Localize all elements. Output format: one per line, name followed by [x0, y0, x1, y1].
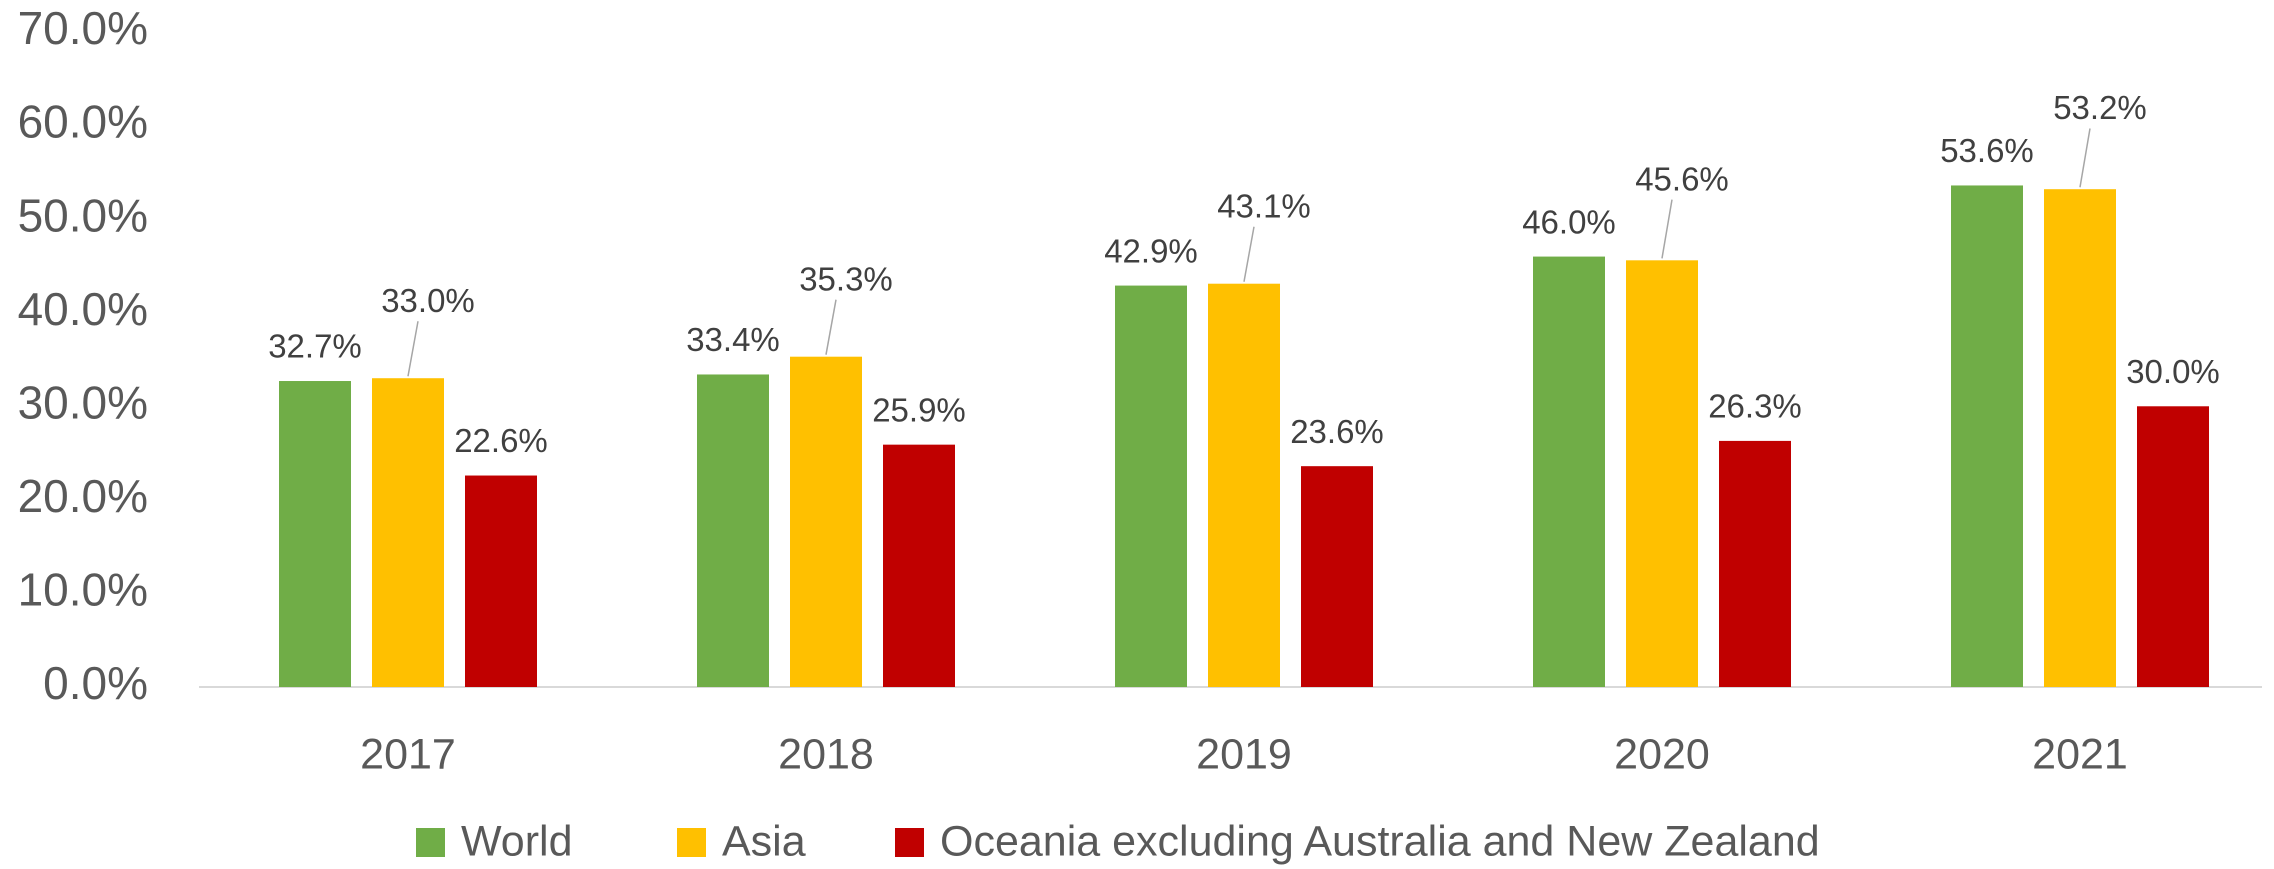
x-tick-label: 2020 [1614, 730, 1710, 778]
data-label: 30.0% [2126, 353, 2220, 390]
y-tick-label: 20.0% [18, 470, 148, 522]
y-tick-label: 40.0% [18, 283, 148, 335]
y-tick-label: 50.0% [18, 189, 148, 241]
data-label: 35.3% [799, 260, 893, 297]
bar [372, 378, 444, 687]
y-tick-label: 70.0% [18, 2, 148, 54]
leader-line [1243, 226, 1255, 282]
bar [1626, 260, 1698, 687]
data-label: 33.0% [381, 282, 475, 319]
bar [1301, 466, 1373, 687]
legend-label: World [461, 817, 573, 865]
legend-swatch [895, 828, 924, 857]
y-tick-label: 60.0% [18, 96, 148, 148]
bar [1208, 283, 1280, 687]
bar [1951, 185, 2023, 687]
data-label: 43.1% [1217, 187, 1311, 224]
bar [1719, 440, 1791, 687]
data-label: 42.9% [1104, 232, 1198, 269]
bar [2137, 406, 2209, 687]
data-label: 23.6% [1290, 413, 1384, 450]
legend-label: Oceania excluding Australia and New Zeal… [940, 817, 1820, 865]
data-label: 46.0% [1522, 203, 1616, 240]
data-label: 26.3% [1708, 388, 1802, 425]
data-label: 45.6% [1635, 160, 1729, 197]
legend-swatch [677, 828, 706, 857]
legend-label: Asia [722, 817, 806, 865]
data-label: 22.6% [454, 422, 548, 459]
bar [1115, 285, 1187, 687]
leader-line [2079, 128, 2091, 188]
data-label: 53.2% [2053, 89, 2147, 126]
bar [2044, 189, 2116, 687]
bar [697, 374, 769, 687]
legend-swatch [416, 828, 445, 857]
bar [883, 444, 955, 687]
x-tick-label: 2019 [1196, 730, 1292, 778]
data-label: 53.6% [1940, 132, 2034, 169]
bar [465, 475, 537, 687]
y-tick-label: 0.0% [43, 657, 148, 709]
data-label: 33.4% [686, 321, 780, 358]
bar [1533, 256, 1605, 687]
y-tick-label: 30.0% [18, 376, 148, 428]
leader-line [1661, 199, 1673, 259]
data-label: 32.7% [268, 328, 362, 365]
x-tick-label: 2017 [360, 730, 456, 778]
data-label: 25.9% [872, 391, 966, 428]
bar [279, 381, 351, 687]
y-tick-label: 10.0% [18, 564, 148, 616]
leader-line [407, 321, 419, 377]
bar [790, 356, 862, 687]
x-tick-label: 2018 [778, 730, 874, 778]
x-tick-label: 2021 [2032, 730, 2128, 778]
leader-line [825, 299, 837, 355]
